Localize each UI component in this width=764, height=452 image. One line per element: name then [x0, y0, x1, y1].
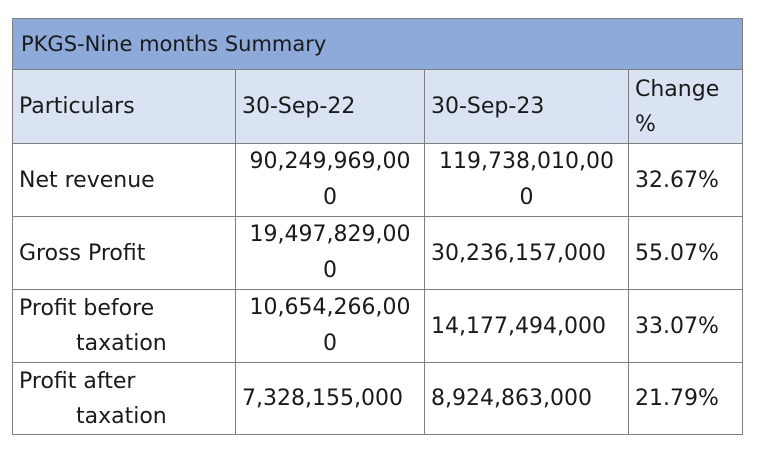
value-line2: 0 [323, 258, 337, 283]
header-30-sep-22: 30-Sep-22 [235, 69, 425, 144]
row-change: 33.07% [627, 289, 744, 363]
row-label-line1: Profit before [19, 296, 155, 321]
row-label: Profit after taxation [12, 362, 236, 435]
table-row: Profit before taxation 10,654,266,00 0 1… [12, 289, 744, 363]
summary-table: PKGS-Nine months Summary Particulars 30-… [11, 18, 744, 435]
row-label: Profit before taxation [12, 289, 236, 363]
row-value-2023: 30,236,157,000 [424, 216, 629, 290]
row-value-2023: 119,738,010,00 0 [424, 143, 629, 217]
summary-table-container: PKGS-Nine months Summary Particulars 30-… [11, 18, 744, 435]
table-title-row: PKGS-Nine months Summary [11, 18, 744, 70]
table-row: Profit after taxation 7,328,155,000 8,92… [12, 362, 744, 435]
value-line2: 0 [519, 185, 534, 210]
header-change: Change % [627, 69, 744, 144]
header-change-line2: % [635, 111, 656, 137]
row-value-2022: 90,249,969,00 0 [235, 143, 425, 217]
row-label-line2: taxation [76, 403, 167, 429]
table-row: Net revenue 90,249,969,00 0 119,738,010,… [12, 143, 744, 217]
row-value-2023: 8,924,863,000 [424, 362, 629, 435]
row-value-2023: 14,177,494,000 [424, 289, 629, 363]
row-label: Net revenue [12, 143, 236, 217]
value-line1: 119,738,010,00 [439, 149, 614, 174]
row-label: Gross Profit [12, 216, 236, 290]
row-value-2022: 19,497,829,00 0 [235, 216, 425, 290]
row-value-2022: 10,654,266,00 0 [235, 289, 425, 363]
row-label-line1: Gross Profit [19, 240, 146, 266]
value-line2: 0 [323, 331, 337, 356]
row-label-line2: taxation [76, 331, 167, 356]
row-change: 32.67% [627, 143, 744, 217]
row-label-line1: Net revenue [19, 167, 155, 193]
value-line1: 90,249,969,00 [249, 149, 411, 174]
header-change-line1: Change [635, 76, 720, 102]
table-title: PKGS-Nine months Summary [11, 18, 744, 70]
row-label-line1: Profit after [19, 368, 136, 394]
row-value-2022: 7,328,155,000 [235, 362, 425, 435]
table-row: Gross Profit 19,497,829,00 0 30,236,157,… [12, 216, 744, 290]
header-particulars: Particulars [12, 69, 236, 144]
header-30-sep-23: 30-Sep-23 [424, 69, 629, 144]
row-change: 21.79% [627, 362, 744, 435]
value-line1: 10,654,266,00 [249, 295, 411, 320]
value-line1: 19,497,829,00 [249, 222, 411, 247]
value-line2: 0 [323, 185, 337, 210]
table-header-row: Particulars 30-Sep-22 30-Sep-23 Change % [12, 69, 744, 144]
row-change: 55.07% [627, 216, 744, 290]
